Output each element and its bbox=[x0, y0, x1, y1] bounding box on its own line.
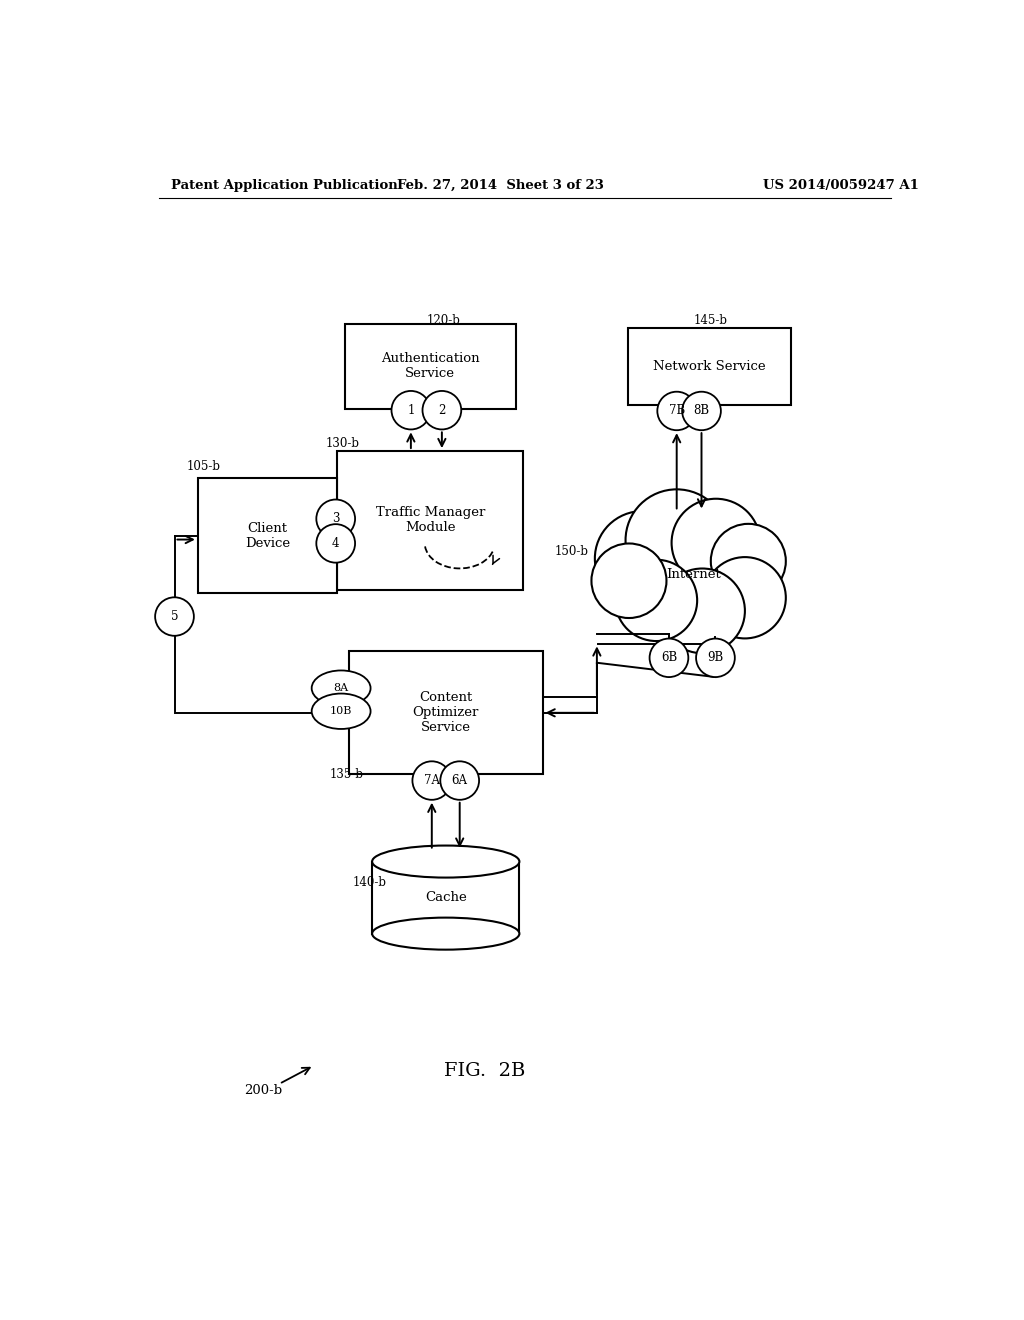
Circle shape bbox=[316, 524, 355, 562]
Text: 140-b: 140-b bbox=[352, 875, 387, 888]
Text: Content
Optimizer
Service: Content Optimizer Service bbox=[413, 692, 479, 734]
Circle shape bbox=[696, 639, 735, 677]
Circle shape bbox=[615, 560, 697, 642]
Text: 200-b: 200-b bbox=[245, 1084, 283, 1097]
Text: 105-b: 105-b bbox=[186, 459, 220, 473]
Text: 120-b: 120-b bbox=[426, 314, 460, 326]
Text: 9B: 9B bbox=[708, 651, 724, 664]
Circle shape bbox=[316, 499, 355, 539]
Text: Internet: Internet bbox=[667, 568, 721, 581]
Text: 3: 3 bbox=[332, 512, 339, 525]
Bar bbox=[372, 862, 519, 933]
Text: 145-b: 145-b bbox=[693, 314, 728, 326]
Text: 8B: 8B bbox=[693, 404, 710, 417]
Text: 7A: 7A bbox=[424, 774, 439, 787]
Circle shape bbox=[649, 639, 688, 677]
Text: 130-b: 130-b bbox=[326, 437, 359, 450]
Circle shape bbox=[440, 762, 479, 800]
Text: 8A: 8A bbox=[334, 684, 349, 693]
Text: 1: 1 bbox=[408, 404, 415, 417]
Text: 6A: 6A bbox=[452, 774, 468, 787]
Ellipse shape bbox=[372, 917, 519, 949]
Circle shape bbox=[626, 490, 728, 591]
Text: 150-b: 150-b bbox=[554, 545, 588, 557]
Circle shape bbox=[657, 392, 696, 430]
Bar bbox=[349, 651, 543, 775]
Text: 5: 5 bbox=[171, 610, 178, 623]
Text: Client
Device: Client Device bbox=[245, 521, 290, 549]
Text: 6B: 6B bbox=[660, 651, 677, 664]
Text: 7B: 7B bbox=[669, 404, 685, 417]
Text: Traffic Manager
Module: Traffic Manager Module bbox=[376, 507, 485, 535]
Text: US 2014/0059247 A1: US 2014/0059247 A1 bbox=[763, 178, 919, 191]
Circle shape bbox=[423, 391, 461, 429]
Text: Authentication
Service: Authentication Service bbox=[381, 352, 479, 380]
Circle shape bbox=[672, 499, 760, 587]
Bar bbox=[198, 478, 337, 594]
Ellipse shape bbox=[372, 846, 519, 878]
Ellipse shape bbox=[311, 693, 371, 729]
Text: 135-b: 135-b bbox=[330, 768, 364, 781]
Circle shape bbox=[682, 392, 721, 430]
Text: Feb. 27, 2014  Sheet 3 of 23: Feb. 27, 2014 Sheet 3 of 23 bbox=[396, 178, 603, 191]
Bar bbox=[628, 327, 791, 405]
Circle shape bbox=[595, 511, 690, 606]
Text: 10B: 10B bbox=[330, 706, 352, 717]
Text: Patent Application Publication: Patent Application Publication bbox=[171, 178, 397, 191]
Circle shape bbox=[703, 557, 785, 639]
Ellipse shape bbox=[311, 671, 371, 706]
Circle shape bbox=[155, 598, 194, 636]
Text: 2: 2 bbox=[438, 404, 445, 417]
Bar bbox=[345, 323, 515, 409]
Text: Cache: Cache bbox=[425, 891, 467, 904]
Text: FIG.  2B: FIG. 2B bbox=[443, 1061, 525, 1080]
Text: Network Service: Network Service bbox=[653, 360, 766, 372]
Text: 4: 4 bbox=[332, 537, 339, 550]
Circle shape bbox=[592, 544, 667, 618]
Circle shape bbox=[659, 569, 744, 653]
Circle shape bbox=[391, 391, 430, 429]
Circle shape bbox=[711, 524, 785, 598]
Bar bbox=[337, 451, 523, 590]
Circle shape bbox=[413, 762, 452, 800]
